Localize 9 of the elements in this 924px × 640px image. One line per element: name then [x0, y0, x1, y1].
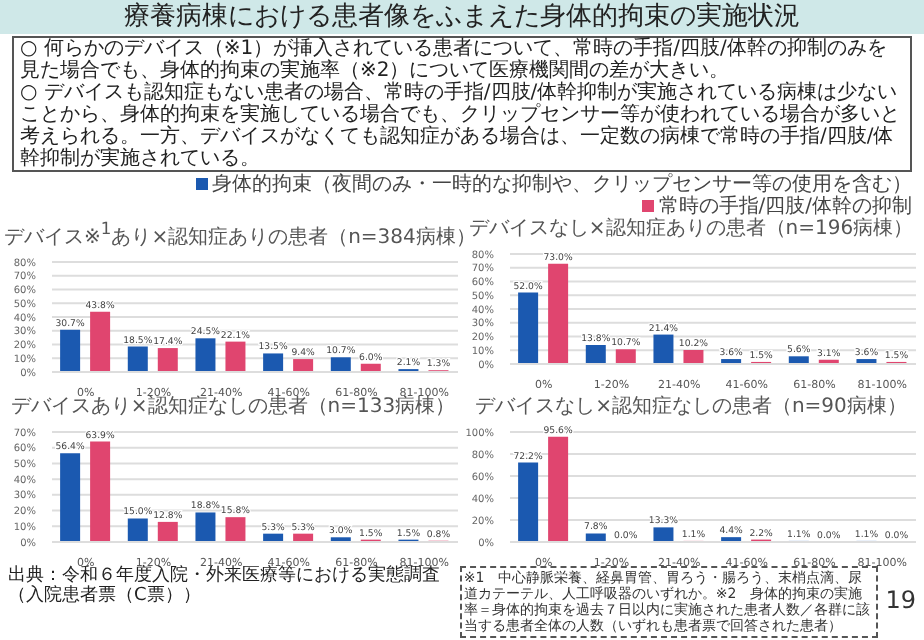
- text: ○ 何らかのデバイス（※1）が挿入されている患者について、常時の手指/四肢/体幹の抑制のみを見た場合でも、身体的拘束の実施率（※2）について医療機関間の差が大きい。: [20, 38, 889, 82]
- legend-label: 身体的拘束（夜間のみ・一時的な抑制や、クリップセンサー等の使用を含む）: [210, 174, 912, 196]
- text: 19: [885, 586, 916, 615]
- text: 療養病棟における患者像をふまえた身体的拘束の実施状況: [0, 0, 924, 34]
- chart-title: デバイスなし×認知症なしの患者（n=90病棟）: [473, 396, 909, 419]
- chart-title: デバイスあり×認知症なしの患者（n=133病棟）: [8, 396, 458, 419]
- source-note: 出典：令和６年度入院・外来医療等における実態調査（入院患者票（C票））: [8, 566, 440, 607]
- text: ○ デバイスも認知症もない患者の場合、常時の手指/四肢/体幹抑制が実施されている病棟は少ないことから、身体的拘束を実施している場合でも、クリップセンサー等が使われている場合が多いと考えられる。一方、デバイスがなくても認知症がある場合は、一定数の病棟で常時の手指/四肢/体幹抑制が実施されている。: [20, 82, 902, 170]
- legend-label: 常時の手指/四肢/体幹の抑制: [658, 196, 912, 218]
